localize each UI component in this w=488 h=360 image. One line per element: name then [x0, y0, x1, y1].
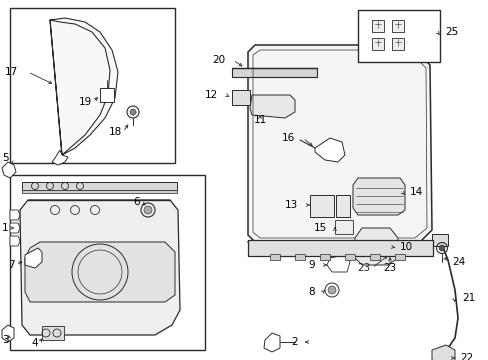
Text: 14: 14	[409, 187, 423, 197]
Text: 2: 2	[291, 337, 297, 347]
Polygon shape	[52, 150, 68, 165]
Text: 13: 13	[284, 200, 297, 210]
Bar	[22, 190, 177, 193]
Bar	[42, 326, 64, 340]
Bar	[10, 8, 175, 163]
Text: 21: 21	[461, 293, 474, 303]
Text: 9: 9	[308, 260, 314, 270]
Polygon shape	[10, 236, 20, 246]
Bar	[345, 254, 354, 260]
Text: 5: 5	[2, 153, 9, 163]
Text: 8: 8	[308, 287, 314, 297]
Bar	[294, 254, 305, 260]
Bar	[357, 10, 439, 62]
Bar	[431, 234, 447, 246]
Circle shape	[327, 286, 335, 294]
Text: 7: 7	[8, 260, 15, 270]
Text: 20: 20	[211, 55, 224, 65]
Text: 23: 23	[356, 263, 369, 273]
Polygon shape	[314, 138, 345, 162]
Text: 16: 16	[281, 133, 294, 143]
Circle shape	[438, 245, 444, 251]
Text: 23: 23	[383, 263, 396, 273]
Bar	[391, 38, 403, 50]
Text: 1: 1	[2, 223, 9, 233]
Text: 17: 17	[5, 67, 18, 77]
Text: 22: 22	[459, 353, 472, 360]
Polygon shape	[20, 200, 180, 335]
Polygon shape	[431, 345, 454, 360]
Text: 6: 6	[133, 197, 140, 207]
Bar	[371, 20, 383, 32]
Polygon shape	[249, 95, 294, 118]
Polygon shape	[50, 18, 118, 155]
Bar	[334, 220, 352, 234]
Polygon shape	[264, 333, 280, 352]
Polygon shape	[247, 45, 431, 242]
Text: 15: 15	[313, 223, 326, 233]
Bar	[394, 254, 404, 260]
Polygon shape	[10, 223, 20, 233]
Text: 19: 19	[79, 97, 92, 107]
Bar	[247, 240, 432, 256]
Polygon shape	[10, 210, 20, 220]
Bar	[22, 182, 177, 190]
Text: 24: 24	[451, 257, 464, 267]
Bar	[231, 68, 316, 77]
Bar	[100, 88, 114, 102]
Bar	[231, 90, 249, 105]
Text: 11: 11	[253, 115, 266, 125]
Circle shape	[143, 206, 152, 214]
Polygon shape	[2, 162, 16, 178]
Text: 4: 4	[31, 338, 38, 348]
Bar	[10, 175, 204, 350]
Polygon shape	[2, 325, 14, 342]
Bar	[371, 38, 383, 50]
Bar	[319, 254, 329, 260]
Bar	[309, 195, 333, 217]
Bar	[391, 20, 403, 32]
Polygon shape	[352, 178, 404, 215]
Text: 10: 10	[399, 242, 412, 252]
Text: 3: 3	[2, 335, 9, 345]
Bar	[269, 254, 280, 260]
Polygon shape	[326, 255, 349, 272]
Text: 25: 25	[444, 27, 457, 37]
Text: 12: 12	[204, 90, 218, 100]
Bar	[335, 195, 349, 217]
Polygon shape	[25, 242, 175, 302]
Polygon shape	[354, 228, 397, 265]
Text: 18: 18	[108, 127, 122, 137]
Circle shape	[130, 109, 136, 115]
Bar	[369, 254, 379, 260]
Polygon shape	[25, 248, 42, 268]
